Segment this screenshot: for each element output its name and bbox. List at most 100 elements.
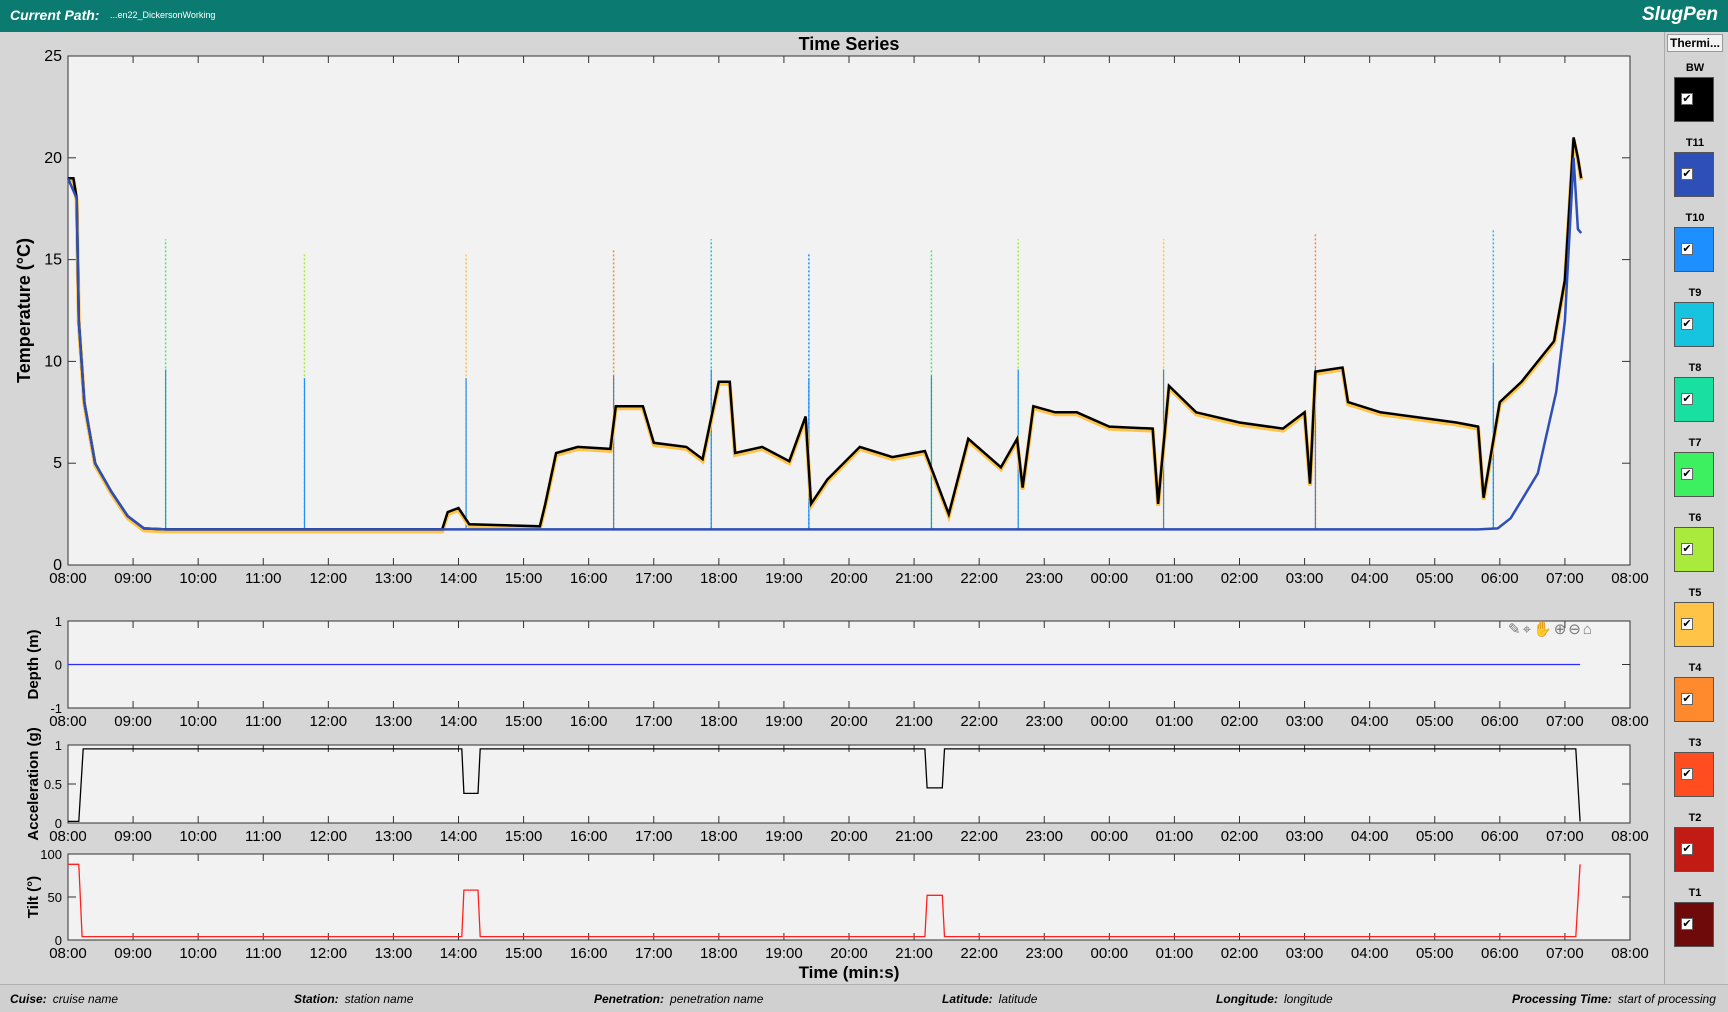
y-tick-label-3-0: 0: [55, 933, 62, 948]
y-tick-label-2-0: 0: [55, 816, 62, 831]
current-path-label: Current Path:: [10, 7, 100, 23]
x-tick-label-0-18: 02:00: [1221, 570, 1259, 587]
checkbox-t8[interactable]: ✔: [1681, 393, 1693, 405]
x-tick-label-0-5: 13:00: [375, 570, 413, 587]
checkbox-t3[interactable]: ✔: [1681, 768, 1693, 780]
series-line-3-0: [68, 863, 1581, 938]
x-tick-label-2-24: 08:00: [1611, 828, 1649, 845]
penetration-value: penetration name: [670, 992, 764, 1006]
x-tick-label-1-18: 02:00: [1221, 713, 1259, 730]
footer-cruise: Cuise: cruise name: [10, 992, 118, 1006]
x-tick-label-1-13: 21:00: [895, 713, 933, 730]
zoom-out-icon[interactable]: ⊖: [1568, 621, 1583, 638]
footer-processing: Processing Time: start of processing: [1512, 992, 1716, 1006]
x-tick-label-1-7: 15:00: [505, 713, 543, 730]
x-tick-label-3-24: 08:00: [1611, 945, 1649, 962]
x-tick-label-2-17: 01:00: [1156, 828, 1194, 845]
app-title: SlugPen: [1641, 4, 1718, 25]
y-tick-label-1-2: 1: [55, 614, 62, 629]
current-path-value[interactable]: ...en22_DickersonWorking: [110, 10, 216, 20]
x-tick-label-0-11: 19:00: [765, 570, 803, 587]
y-axis-label-2: Acceleration (g): [25, 727, 42, 840]
checkbox-t11[interactable]: ✔: [1681, 168, 1693, 180]
thermistor-legend: Thermi... BW ✔ T11 ✔ T10 ✔ T9 ✔ T8 ✔ T7 ✔ T6 ✔ T5 ✔ T4 ✔ T…: [1664, 32, 1725, 984]
longitude-value: longitude: [1283, 992, 1333, 1006]
pan-icon[interactable]: ✋: [1533, 621, 1554, 638]
y-tick-label-2-2: 1: [55, 738, 62, 753]
station-value: station name: [344, 992, 414, 1006]
checkbox-t1[interactable]: ✔: [1681, 918, 1693, 930]
x-tick-label-3-15: 23:00: [1025, 945, 1063, 962]
x-tick-label-3-18: 02:00: [1221, 945, 1259, 962]
x-tick-label-0-7: 15:00: [505, 570, 543, 587]
checkbox-t10[interactable]: ✔: [1681, 243, 1693, 255]
x-tick-label-0-8: 16:00: [570, 570, 608, 587]
footer-longitude: Longitude: longitude: [1216, 992, 1333, 1006]
x-tick-label-2-13: 21:00: [895, 828, 933, 845]
x-tick-label-0-4: 12:00: [310, 570, 348, 587]
checkbox-t2[interactable]: ✔: [1681, 843, 1693, 855]
legend-label-bw: BW: [1685, 62, 1705, 74]
x-tick-label-1-4: 12:00: [310, 713, 348, 730]
chart-title: Time Series: [799, 34, 900, 54]
brush-icon[interactable]: ✎: [1508, 621, 1523, 638]
checkbox-t4[interactable]: ✔: [1681, 693, 1693, 705]
legend-label-t5: T5: [1688, 587, 1702, 599]
legend-label-t2: T2: [1688, 812, 1702, 824]
y-tick-label-0-2: 10: [44, 353, 62, 370]
x-tick-label-1-19: 03:00: [1286, 713, 1324, 730]
checkbox-bw[interactable]: ✔: [1681, 93, 1693, 105]
x-tick-label-2-20: 04:00: [1351, 828, 1389, 845]
y-tick-label-0-5: 25: [44, 48, 62, 65]
legend-swatch-t5: ✔: [1674, 602, 1714, 647]
y-tick-label-0-0: 0: [53, 557, 62, 574]
x-tick-label-2-12: 20:00: [830, 828, 868, 845]
x-tick-label-3-5: 13:00: [375, 945, 413, 962]
x-tick-label-1-16: 00:00: [1091, 713, 1129, 730]
legend-swatch-t8: ✔: [1674, 377, 1714, 422]
x-tick-label-2-19: 03:00: [1286, 828, 1324, 845]
legend-swatch-t11: ✔: [1674, 152, 1714, 197]
y-tick-label-0-3: 15: [44, 252, 62, 269]
x-tick-label-1-6: 14:00: [440, 713, 478, 730]
x-tick-label-3-10: 18:00: [700, 945, 738, 962]
x-tick-label-2-1: 09:00: [114, 828, 152, 845]
x-tick-label-3-11: 19:00: [765, 945, 803, 962]
x-tick-label-0-6: 14:00: [440, 570, 478, 587]
x-tick-label-2-18: 02:00: [1221, 828, 1259, 845]
home-icon[interactable]: ⌂: [1582, 621, 1594, 638]
x-tick-label-0-20: 04:00: [1351, 570, 1389, 587]
x-tick-label-1-23: 07:00: [1546, 713, 1584, 730]
footer-bar: Cuise: cruise name Station: station name P…: [0, 984, 1728, 1012]
y-tick-label-3-2: 100: [40, 847, 62, 862]
x-tick-label-2-3: 11:00: [245, 828, 281, 845]
legend-swatch-t3: ✔: [1674, 752, 1714, 797]
plot-area-2: [67, 744, 1631, 824]
x-tick-label-0-21: 05:00: [1416, 570, 1454, 587]
footer-latitude: Latitude: latitude: [942, 992, 1037, 1006]
axes-toolbar[interactable]: ✎⌖✋⊕⊖⌂: [1508, 620, 1628, 642]
x-tick-label-0-2: 10:00: [179, 570, 217, 587]
x-tick-label-1-9: 17:00: [635, 713, 673, 730]
x-tick-label-0-14: 22:00: [960, 570, 998, 587]
x-tick-label-3-22: 06:00: [1481, 945, 1519, 962]
x-tick-label-3-17: 01:00: [1156, 945, 1194, 962]
x-tick-label-0-23: 07:00: [1546, 570, 1584, 587]
legend-swatch-bw: ✔: [1674, 77, 1714, 122]
zoom-in-icon[interactable]: ⊕: [1553, 621, 1569, 638]
x-tick-label-2-2: 10:00: [179, 828, 217, 845]
y-tick-label-2-1: 0.5: [44, 777, 62, 792]
checkbox-t6[interactable]: ✔: [1681, 543, 1693, 555]
checkbox-t9[interactable]: ✔: [1681, 318, 1693, 330]
series-line-0-1: [66, 157, 1583, 531]
legend-swatch-t7: ✔: [1674, 452, 1714, 497]
x-tick-label-2-8: 16:00: [570, 828, 608, 845]
data-tips-icon[interactable]: ⌖: [1522, 621, 1534, 638]
checkbox-t7[interactable]: ✔: [1681, 468, 1693, 480]
legend-label-t11: T11: [1685, 137, 1705, 149]
x-tick-label-0-9: 17:00: [635, 570, 673, 587]
checkbox-t5[interactable]: ✔: [1681, 618, 1693, 630]
cruise-label: Cuise:: [10, 992, 47, 1006]
x-tick-label-0-16: 00:00: [1091, 570, 1129, 587]
x-tick-label-1-22: 06:00: [1481, 713, 1519, 730]
